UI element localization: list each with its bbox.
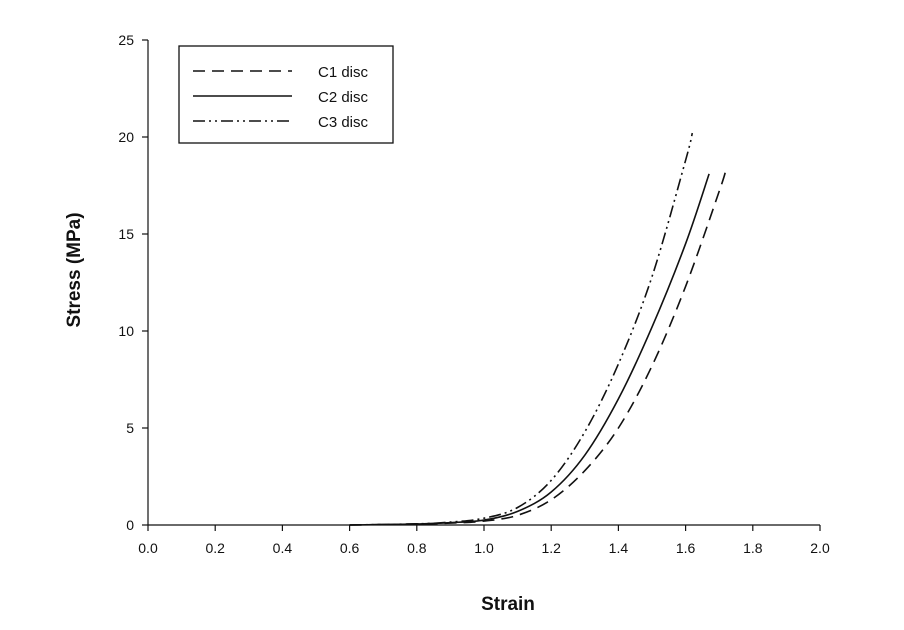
series-line-c2-disc xyxy=(349,173,710,526)
y-axis-title: Stress (MPa) xyxy=(64,212,85,327)
x-tick-label: 1.4 xyxy=(609,540,629,556)
y-tick-label: 25 xyxy=(118,32,134,48)
x-tick-label: 0.6 xyxy=(340,540,360,556)
legend-label-c3: C3 disc xyxy=(318,114,369,131)
legend: C1 disc C2 disc C3 disc xyxy=(178,45,394,144)
legend-box xyxy=(178,45,394,144)
y-tick-label: 5 xyxy=(126,420,134,436)
x-tick-label: 0.2 xyxy=(205,540,225,556)
series-line-c1-disc xyxy=(349,169,727,526)
y-tick-label: 20 xyxy=(118,129,134,145)
x-tick-label: 0.0 xyxy=(138,540,158,556)
series-line-c3-disc xyxy=(349,132,694,526)
x-tick-label: 1.0 xyxy=(474,540,494,556)
x-tick-label: 2.0 xyxy=(810,540,830,556)
x-axis-title: Strain xyxy=(481,594,535,615)
y-tick-label: 15 xyxy=(118,226,134,242)
legend-label-c1: C1 disc xyxy=(318,64,369,81)
y-tick-label: 10 xyxy=(118,323,134,339)
legend-label-c2: C2 disc xyxy=(318,89,369,106)
axis-ticks: 0.0 0.2 0.4 0.6 0.8 1.0 1.2 1.4 1.6 1.8 2.0 0 5 10 15 2… xyxy=(118,32,830,556)
data-series xyxy=(349,132,727,526)
x-tick-label: 0.8 xyxy=(407,540,427,556)
x-tick-label: 1.8 xyxy=(743,540,763,556)
x-tick-label: 0.4 xyxy=(273,540,293,556)
y-tick-label: 0 xyxy=(126,517,134,533)
x-tick-label: 1.6 xyxy=(676,540,696,556)
x-tick-label: 1.2 xyxy=(541,540,561,556)
